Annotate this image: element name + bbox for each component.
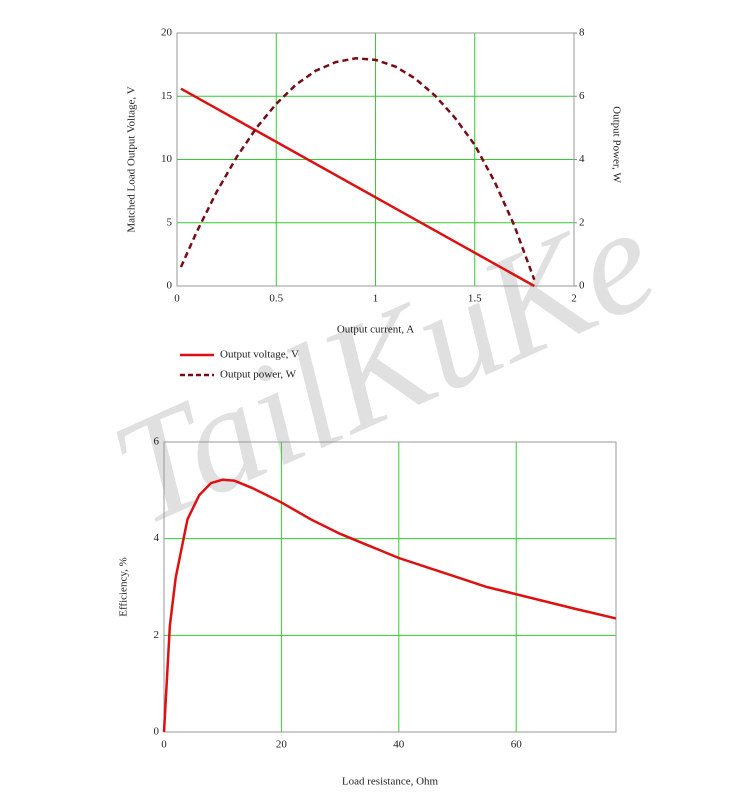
plot-frame — [176, 32, 575, 287]
y-axis-label: Efficiency, % — [118, 557, 130, 617]
y2-tick-label: 2 — [579, 216, 585, 228]
y2-tick-label: 6 — [579, 90, 585, 102]
y-tick-label: 5 — [167, 216, 173, 228]
legend-label: Output power, W — [220, 369, 297, 381]
x-tick-label: 0 — [161, 739, 167, 751]
x-tick-label: 2 — [571, 293, 577, 305]
watermark: TailKuKe — [90, 174, 678, 557]
x-tick-label: 60 — [511, 739, 523, 751]
y-tick-label: 2 — [154, 629, 160, 641]
y-tick-label: 15 — [161, 90, 173, 102]
data-line — [180, 87, 535, 288]
y-tick-label: 6 — [154, 436, 160, 448]
legend-label: Output voltage, V — [220, 349, 299, 361]
plot-frame — [163, 441, 617, 733]
y-tick-label: 4 — [154, 532, 160, 544]
y2-tick-label: 0 — [579, 280, 585, 292]
data-line — [179, 57, 536, 281]
x-axis-label: Output current, A — [337, 324, 414, 336]
y-tick-label: 0 — [154, 726, 160, 738]
y-tick-label: 20 — [161, 27, 173, 39]
y-tick-label: 10 — [161, 153, 173, 165]
x-tick-label: 1 — [373, 293, 379, 305]
x-tick-label: 1.5 — [468, 293, 482, 305]
y2-tick-label: 4 — [579, 153, 585, 165]
x-tick-label: 0 — [174, 293, 180, 305]
y2-axis-label: Output Power, W — [610, 106, 622, 183]
x-tick-label: 0.5 — [269, 293, 283, 305]
data-line — [162, 478, 617, 733]
y2-tick-label: 8 — [579, 27, 585, 39]
x-tick-label: 40 — [393, 739, 405, 751]
y-axis-label: Matched Load Output Voltage, V — [126, 86, 138, 232]
x-axis-label: Load resistance, Ohm — [342, 776, 439, 788]
x-tick-label: 20 — [276, 739, 288, 751]
y-tick-label: 0 — [167, 280, 173, 292]
